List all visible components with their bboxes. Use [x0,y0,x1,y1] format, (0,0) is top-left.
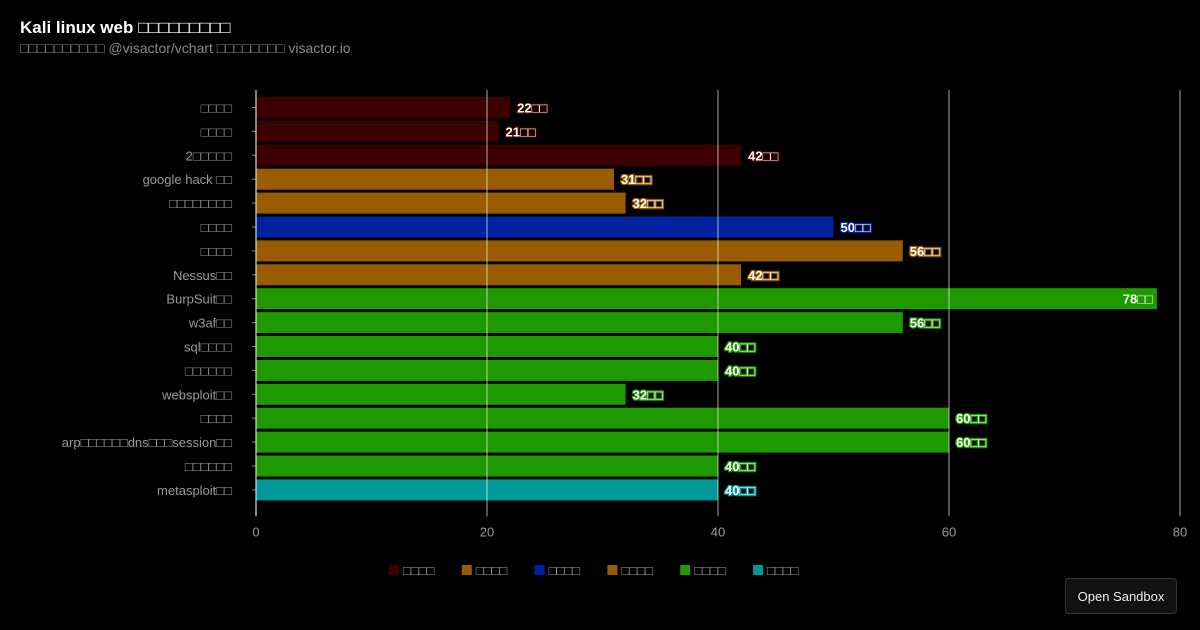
y-tick-label: sql□□□□ [184,340,232,355]
data-label: 50□□ [841,220,871,235]
data-label: 32□□ [633,196,663,211]
y-tick-label: websploit□□ [161,387,232,402]
data-label: 22□□ [517,101,547,116]
data-label: 40□□ [725,459,755,474]
bar [256,97,511,118]
bar [256,120,499,142]
y-tick-label: metasploit□□ [157,483,232,498]
data-label: 32□□ [633,387,663,402]
bar [256,288,1157,310]
y-tick-label: □□□□ [201,101,233,116]
y-tick-label: □□□□□□ [185,363,232,378]
data-label: 40□□ [725,483,755,498]
legend-item[interactable]: □□□□ [694,563,726,578]
legend-swatch [534,565,545,575]
data-label: 56□□ [910,316,940,331]
x-tick-label: 40 [711,524,725,539]
y-tick-label: BurpSuit□□ [166,292,232,307]
legend-item[interactable]: □□□□ [621,563,653,578]
y-tick-label: □□□□ [201,411,233,426]
legend-swatch [607,565,618,575]
y-tick-label: google hack □□ [143,172,233,187]
bar [256,431,949,453]
bar [256,264,742,286]
x-tick-label: 0 [252,524,259,539]
legend-swatch [461,565,472,575]
chart-title: Kali linux web □□□□□□□□□ [20,18,231,37]
y-tick-label: □□□□ [201,220,233,235]
bar [256,216,834,238]
legend-swatch [753,565,763,575]
data-label: 42□□ [748,268,778,283]
y-tick-label: □□□□□□ [185,459,232,474]
legend-item[interactable]: □□□□ [767,563,799,578]
data-label: 56□□ [910,244,940,259]
y-tick-label: □□□□□□□□ [169,196,232,211]
bar [256,168,615,190]
y-tick-label: □□□□ [201,244,233,259]
x-tick-label: 60 [942,524,956,539]
open-sandbox-button[interactable]: Open Sandbox [1065,578,1177,614]
bar [256,192,626,214]
data-label: 60□□ [956,411,986,426]
y-tick-label: arp□□□□□□dns□□□session□□ [62,435,232,450]
y-tick-label: 2□□□□□ [186,148,233,163]
bar [256,407,949,429]
data-label: 21□□ [506,124,536,139]
legend-item[interactable]: □□□□ [549,563,581,578]
data-label: 40□□ [725,340,755,355]
bar [256,240,903,262]
data-label: 78□□ [1123,292,1153,307]
x-tick-label: 20 [480,524,494,539]
bar [256,312,903,334]
y-tick-label: Nessus□□ [173,268,232,283]
legend-item[interactable]: □□□□ [476,563,508,578]
data-label: 60□□ [956,435,986,450]
data-label: 42□□ [748,148,778,163]
y-tick-label: w3af□□ [188,316,232,331]
data-label: 31□□ [621,172,651,187]
legend-swatch [680,565,691,575]
data-label: 40□□ [725,363,755,378]
bar [256,383,626,405]
legend-item[interactable]: □□□□ [403,563,435,578]
x-tick-label: 80 [1173,524,1187,539]
chart-subtitle: □□□□□□□□□□ @visactor/vchart □□□□□□□□ vis… [20,40,351,56]
legend-swatch [389,565,399,575]
y-tick-label: □□□□ [201,124,233,139]
bar [256,144,742,166]
